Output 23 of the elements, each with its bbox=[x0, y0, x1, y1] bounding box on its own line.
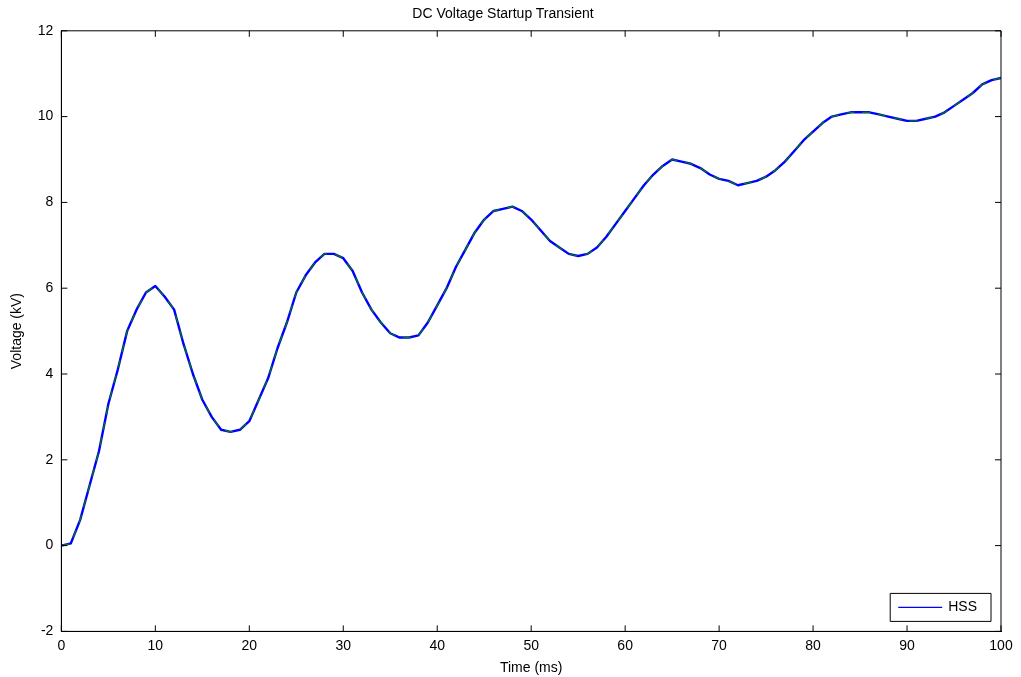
y-tick-label: 10 bbox=[37, 107, 54, 124]
x-tick-label: 50 bbox=[523, 636, 540, 653]
y-tick-label: 4 bbox=[45, 364, 54, 381]
x-tick-label: 90 bbox=[899, 636, 916, 653]
x-tick-label: 100 bbox=[989, 636, 1013, 653]
y-tick-label: 12 bbox=[37, 21, 54, 38]
x-tick-label: 0 bbox=[57, 636, 66, 653]
legend-label: HSS bbox=[948, 598, 978, 615]
y-tick-label: -2 bbox=[40, 622, 54, 639]
chart-title: DC Voltage Startup Transient bbox=[412, 5, 594, 22]
x-tick-label: 10 bbox=[147, 636, 164, 653]
x-tick-label: 20 bbox=[241, 636, 258, 653]
y-tick-label: 8 bbox=[45, 193, 54, 210]
y-tick-label: 6 bbox=[45, 279, 54, 296]
x-tick-label: 80 bbox=[805, 636, 822, 653]
x-tick-label: 60 bbox=[617, 636, 634, 653]
x-tick-label: 30 bbox=[335, 636, 352, 653]
y-axis-title: Voltage (kV) bbox=[8, 292, 25, 370]
x-tick-label: 40 bbox=[429, 636, 446, 653]
y-tick-label: 0 bbox=[45, 536, 54, 553]
x-tick-label: 70 bbox=[711, 636, 728, 653]
x-axis-title: Time (ms) bbox=[499, 659, 563, 676]
y-tick-label: 2 bbox=[45, 450, 54, 467]
